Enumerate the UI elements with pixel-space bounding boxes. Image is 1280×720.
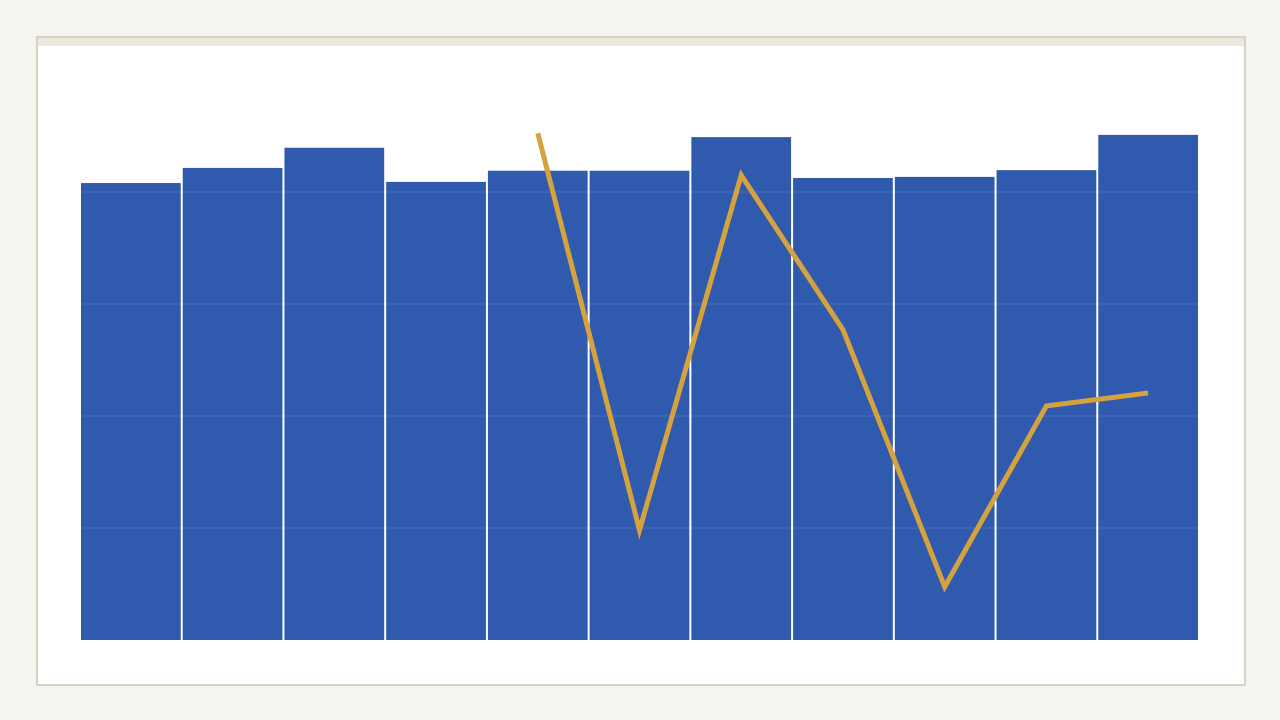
bar	[793, 178, 893, 640]
line-series	[535, 132, 1149, 593]
bar	[691, 137, 792, 640]
bar	[894, 176, 995, 640]
bar	[182, 167, 283, 641]
bar	[1098, 134, 1198, 640]
frame-top-strip	[38, 38, 1244, 46]
bar	[284, 147, 385, 640]
bar	[386, 181, 486, 641]
bar	[487, 170, 588, 640]
bar	[81, 183, 181, 641]
